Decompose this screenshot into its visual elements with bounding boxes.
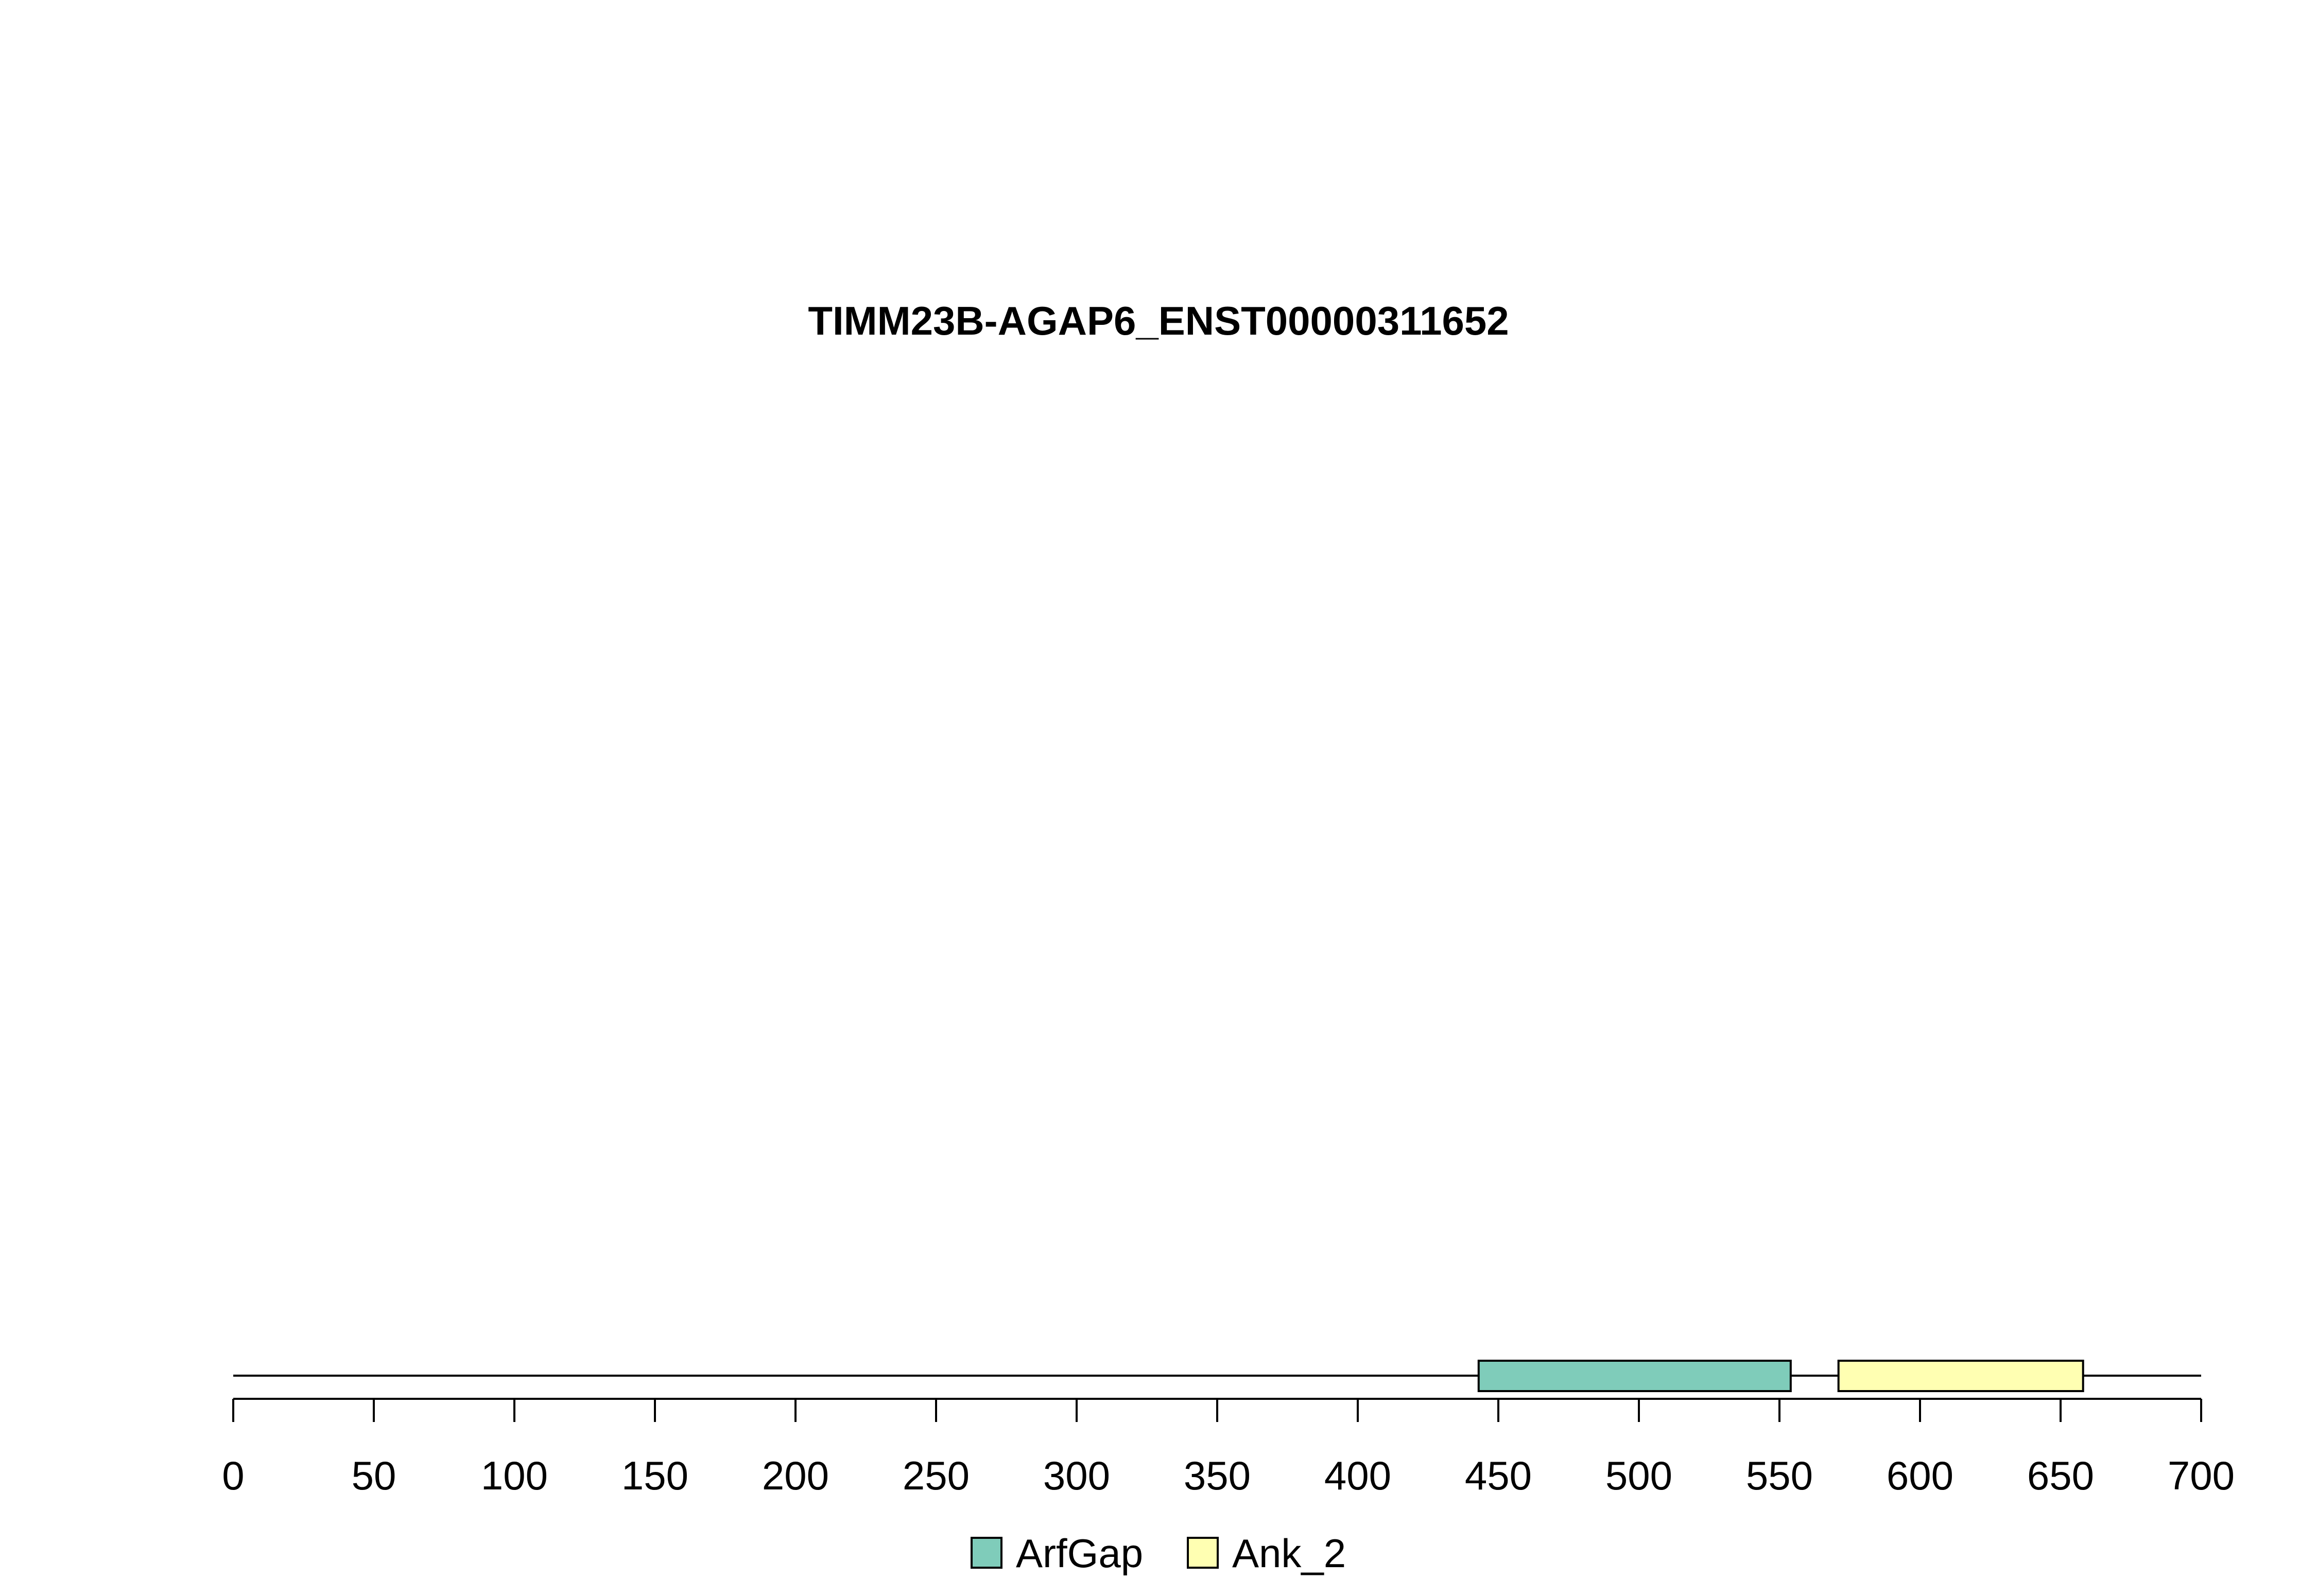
x-tick-label: 550 <box>1746 1453 1813 1498</box>
x-tick-label: 300 <box>1043 1453 1110 1498</box>
x-tick-label: 100 <box>481 1453 548 1498</box>
x-tick-label: 50 <box>352 1453 396 1498</box>
x-tick-label: 150 <box>621 1453 688 1498</box>
legend-label-ank-2: Ank_2 <box>1232 1531 1346 1576</box>
x-tick-label: 650 <box>2027 1453 2094 1498</box>
chart-title: TIMM23B-AGAP6_ENST00000311652 <box>808 298 1509 343</box>
domain-bar-arfgap <box>1477 1360 1792 1392</box>
legend-label-arfgap: ArfGap <box>1016 1531 1143 1576</box>
x-axis: 0 50 100 150 200 250 300 350 400 450 500 550 600 650 7… <box>222 1398 2235 1498</box>
legend: ArfGap Ank_2 <box>971 1531 1346 1576</box>
legend-swatch-arfgap <box>971 1537 1002 1569</box>
x-tick-label: 500 <box>1605 1453 1672 1498</box>
domain-bar-ank-2 <box>1837 1360 2084 1392</box>
x-tick-label: 0 <box>222 1453 244 1498</box>
x-tick-label: 250 <box>903 1453 970 1498</box>
x-tick-label: 700 <box>2168 1453 2235 1498</box>
x-tick-label: 200 <box>762 1453 829 1498</box>
x-tick-label: 600 <box>1887 1453 1953 1498</box>
x-tick-label: 350 <box>1184 1453 1251 1498</box>
x-tick-label: 400 <box>1324 1453 1391 1498</box>
plot-area <box>233 1360 2201 1392</box>
legend-swatch-ank-2 <box>1187 1537 1219 1569</box>
x-tick-label: 450 <box>1465 1453 1532 1498</box>
